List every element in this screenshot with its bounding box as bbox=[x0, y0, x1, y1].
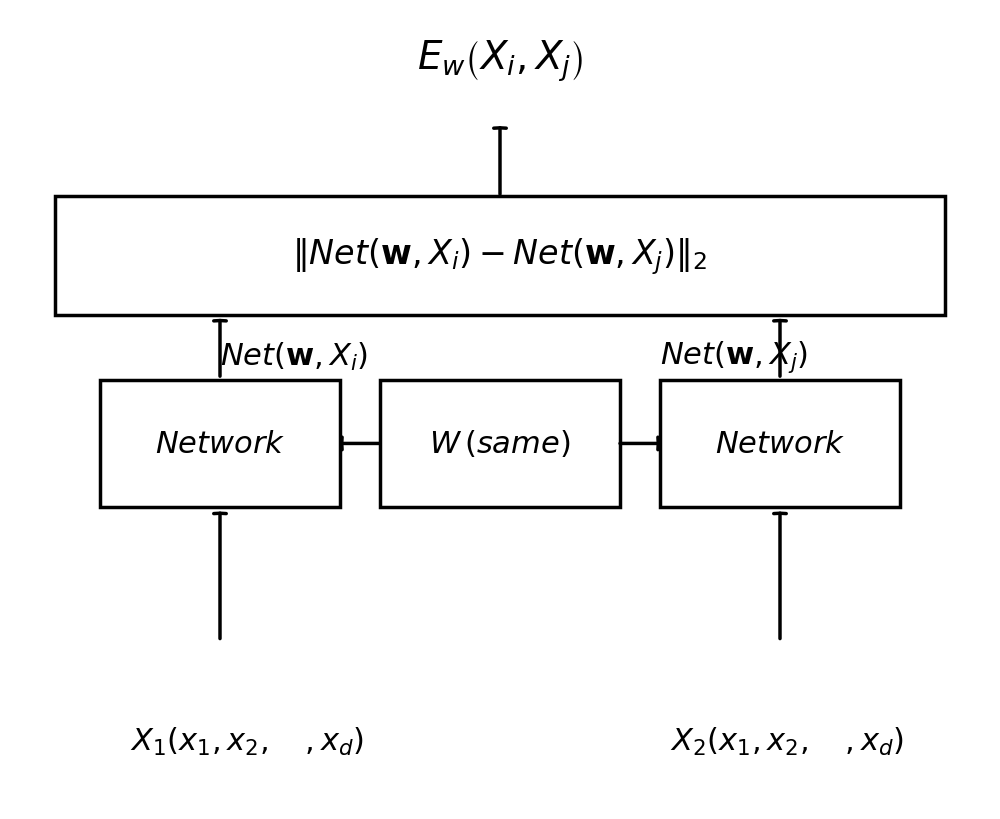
Text: $E_w\left(X_i,X_j\right)$: $E_w\left(X_i,X_j\right)$ bbox=[417, 38, 583, 84]
Bar bbox=[55, 197, 945, 315]
Text: $\mathit{Net}(\mathbf{w},X_j)$: $\mathit{Net}(\mathbf{w},X_j)$ bbox=[660, 338, 808, 374]
Text: $\mathit{W}\,(\mathit{same})$: $\mathit{W}\,(\mathit{same})$ bbox=[429, 429, 571, 459]
Text: $X_2\left(x_1,x_2,\quad,x_d\right)$: $X_2\left(x_1,x_2,\quad,x_d\right)$ bbox=[670, 725, 904, 758]
Text: $\mathit{Net}(\mathbf{w},X_i)$: $\mathit{Net}(\mathbf{w},X_i)$ bbox=[220, 340, 368, 373]
Text: $\mathit{Network}$: $\mathit{Network}$ bbox=[155, 429, 285, 459]
Text: $X_1\left(x_1,x_2,\quad,x_d\right)$: $X_1\left(x_1,x_2,\quad,x_d\right)$ bbox=[130, 725, 364, 758]
Bar bbox=[660, 381, 900, 508]
Bar bbox=[100, 381, 340, 508]
Text: $\mathit{Network}$: $\mathit{Network}$ bbox=[715, 429, 845, 459]
Bar bbox=[380, 381, 620, 508]
Text: $\|\mathit{Net}(\mathbf{w},X_i)-\mathit{Net}(\mathbf{w},X_j)\|_2$: $\|\mathit{Net}(\mathbf{w},X_i)-\mathit{… bbox=[292, 236, 708, 276]
